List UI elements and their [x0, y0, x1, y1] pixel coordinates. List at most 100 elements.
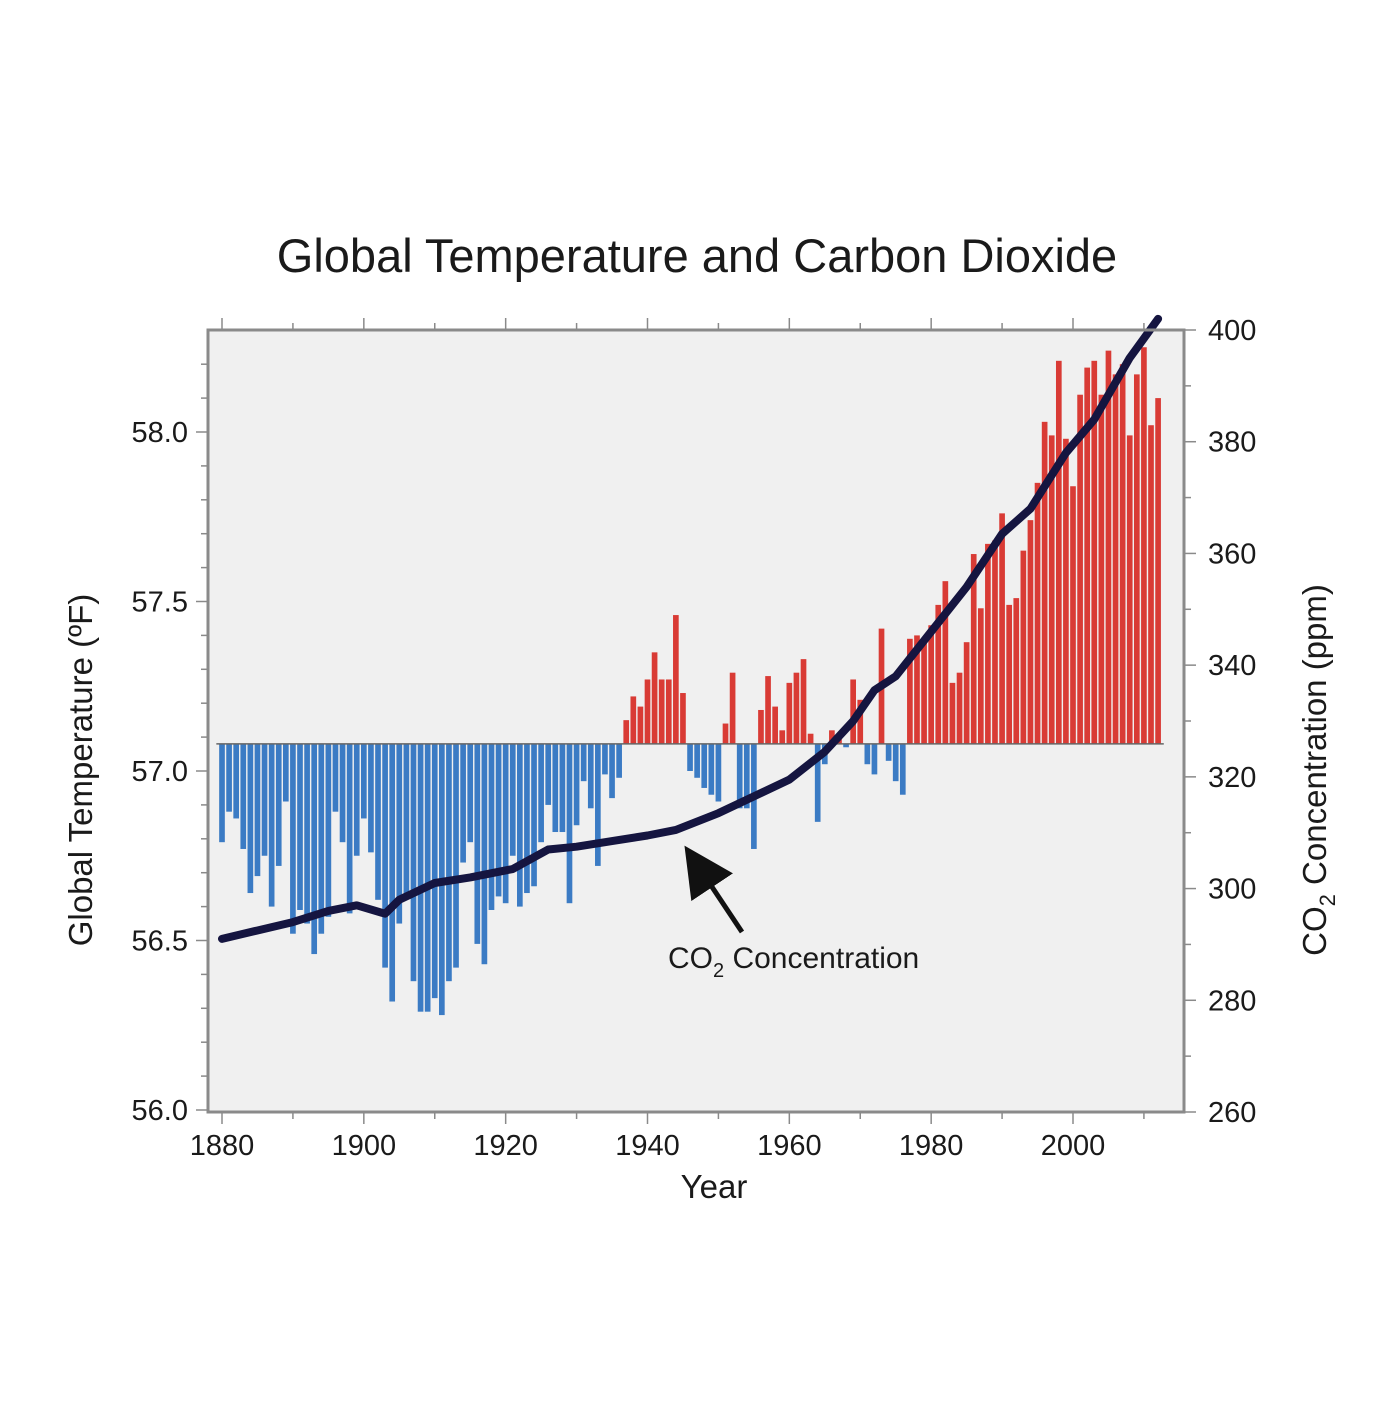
temperature-bar	[743, 743, 750, 809]
y2-tick-label: 340	[1208, 650, 1256, 682]
temperature-bar	[963, 642, 970, 744]
temperature-bar	[460, 743, 466, 863]
temperature-bar	[1041, 421, 1048, 744]
temperature-bar	[1105, 350, 1112, 744]
y2-tick-label: 380	[1208, 427, 1256, 459]
temperature-bar	[722, 723, 729, 744]
temperature-bar	[587, 743, 594, 809]
co2-annotation-prefix: CO	[668, 942, 713, 975]
temperature-bar	[1070, 486, 1076, 744]
temperature-bar	[985, 543, 991, 744]
temperature-bar	[1048, 435, 1055, 744]
temperature-bar	[871, 743, 878, 775]
temperature-bar	[602, 743, 608, 775]
temperature-bar	[595, 743, 601, 866]
temperature-bar	[375, 743, 381, 900]
temperature-bar	[843, 743, 849, 748]
temperature-bar	[1055, 360, 1062, 744]
temperature-bar	[346, 743, 353, 914]
temperature-bar	[1141, 347, 1147, 744]
temperature-bar	[368, 743, 374, 853]
temperature-bar	[1020, 550, 1027, 744]
temperature-bar	[992, 540, 998, 744]
y-tick-label: 57.0	[132, 756, 188, 788]
temperature-bar	[247, 743, 254, 894]
temperature-bar	[977, 608, 984, 744]
temperature-bar	[290, 743, 296, 934]
temperature-bar	[233, 743, 240, 819]
temperature-bar	[807, 733, 814, 744]
temperature-bar	[793, 672, 800, 744]
y2-tick-label: 280	[1208, 985, 1256, 1017]
temperature-bar	[531, 743, 537, 887]
temperature-bar	[502, 743, 509, 904]
temperature-bar	[814, 743, 821, 822]
temperature-bar	[1098, 394, 1105, 744]
y2-axis-title-suffix: Concentration (ppm)	[1296, 584, 1333, 894]
temperature-bar	[382, 743, 388, 968]
temperature-bar	[304, 743, 310, 924]
y-axis-title: Global Temperature (ºF)	[62, 594, 99, 947]
temperature-bar	[850, 679, 856, 744]
temperature-bar	[687, 743, 693, 771]
temperature-bar	[616, 743, 622, 778]
temperature-bar	[609, 743, 615, 799]
temperature-bar	[361, 743, 367, 819]
temperature-bar	[339, 743, 346, 843]
temperature-bar	[999, 513, 1005, 744]
temperature-bar	[446, 743, 452, 982]
temperature-bar	[651, 652, 658, 744]
temperature-bar	[623, 720, 630, 744]
temperature-bar	[1091, 360, 1098, 744]
x-tick-label: 1900	[332, 1130, 397, 1162]
temperature-bar	[758, 709, 764, 744]
temperature-bar	[1006, 604, 1013, 744]
temperature-bar	[715, 743, 722, 802]
temperature-bar	[644, 679, 651, 744]
temperature-bar	[566, 743, 573, 904]
y2-tick-label: 320	[1208, 762, 1256, 794]
temperature-bar	[1155, 398, 1161, 744]
temperature-bar	[765, 676, 771, 744]
temperature-bar	[928, 625, 934, 744]
x-tick-label: 1880	[190, 1130, 255, 1162]
x-tick-label: 1960	[757, 1130, 822, 1162]
temperature-bar	[353, 743, 360, 856]
temperature-bar	[921, 638, 927, 744]
temperature-bar	[580, 743, 587, 782]
temperature-bar	[935, 604, 942, 744]
temperature-bar	[708, 743, 715, 795]
temperature-bar	[268, 743, 275, 907]
annotation-arrow	[684, 845, 745, 934]
y2-axis-title: CO2 Concentration (ppm)	[1296, 584, 1340, 956]
temperature-bar	[1063, 438, 1069, 744]
temperature-bar	[786, 682, 793, 744]
y-tick-label: 56.0	[132, 1095, 188, 1127]
temperature-bar	[630, 696, 637, 744]
temperature-bar	[410, 743, 417, 982]
temperature-bar	[914, 635, 920, 744]
temperature-bar	[885, 743, 892, 761]
temperature-bar	[729, 672, 736, 744]
temperature-bar	[658, 679, 665, 744]
co2-line	[218, 314, 1163, 943]
co2-annotation-suffix: Concentration	[724, 942, 919, 975]
temperature-bar	[297, 743, 303, 910]
temperature-bar	[694, 743, 700, 778]
temperature-bar	[970, 554, 977, 744]
co2-annotation: CO2 Concentration	[668, 942, 919, 982]
temperature-bar	[261, 743, 268, 856]
temperature-bar	[800, 659, 807, 744]
temperature-bar	[701, 743, 708, 788]
x-axis-title: Year	[681, 1168, 748, 1205]
temperature-bar	[219, 743, 225, 843]
temperature-bar	[1112, 374, 1119, 744]
temperature-bar	[275, 743, 282, 866]
temperature-bar	[282, 743, 289, 802]
temperature-bar	[1133, 374, 1140, 744]
temperature-bar	[474, 743, 481, 944]
y2-tick-label: 400	[1208, 315, 1256, 347]
temperature-bar	[318, 743, 325, 934]
